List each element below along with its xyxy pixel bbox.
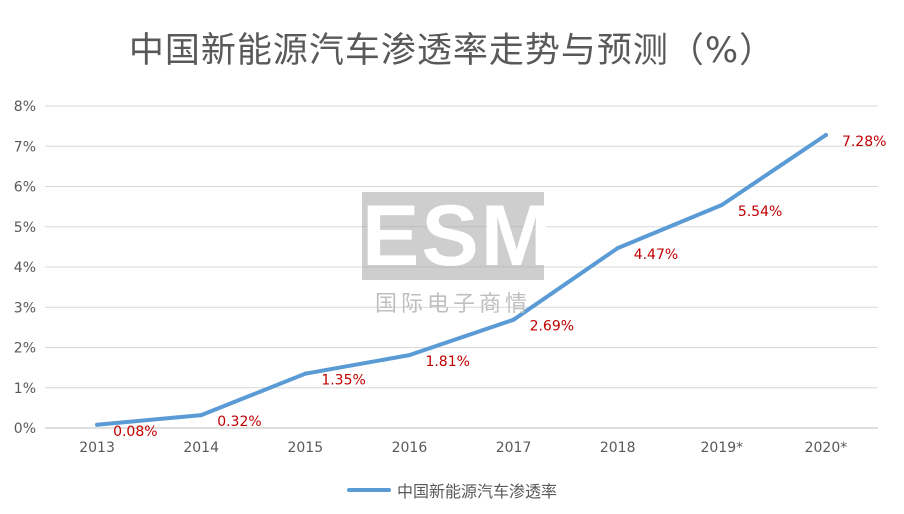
data-point xyxy=(407,353,412,358)
y-tick-label: 3% xyxy=(14,300,36,316)
data-label: 1.81% xyxy=(425,354,469,370)
data-point xyxy=(199,413,204,418)
y-tick-label: 4% xyxy=(14,260,36,276)
y-tick-label: 7% xyxy=(14,139,36,155)
y-axis-ticks: 0% 1% 2% 3% 4% 5% 6% 7% 8% xyxy=(14,99,36,437)
chart-title: 中国新能源汽车渗透率走势与预测（%） xyxy=(128,31,776,71)
legend-label: 中国新能源汽车渗透率 xyxy=(396,482,557,501)
data-point xyxy=(95,422,100,427)
data-point xyxy=(511,317,516,322)
data-point xyxy=(303,371,308,376)
watermark-subtitle: 国际电子商情 xyxy=(374,292,531,317)
x-tick-label: 2014 xyxy=(183,440,219,456)
series-line xyxy=(95,133,828,427)
x-tick-label: 2016 xyxy=(392,440,428,456)
legend-swatch xyxy=(346,488,391,492)
x-tick-label: 2015 xyxy=(287,440,323,456)
y-tick-label: 6% xyxy=(14,180,36,196)
data-label: 0.08% xyxy=(113,424,157,440)
data-label: 0.32% xyxy=(217,414,261,430)
data-label: 2.69% xyxy=(530,319,574,335)
y-tick-label: 1% xyxy=(14,381,36,397)
y-tick-label: 2% xyxy=(14,341,36,357)
watermark-logo-text: ESM xyxy=(362,188,555,284)
data-label: 7.28% xyxy=(842,134,886,150)
series-lines xyxy=(95,132,828,427)
watermark-logo-box xyxy=(362,192,544,280)
y-tick-label: 5% xyxy=(14,220,36,236)
data-label: 4.47% xyxy=(634,247,678,263)
x-tick-label: 2020* xyxy=(805,440,848,456)
data-label: 1.35% xyxy=(321,373,365,389)
x-axis-ticks: 2013 2014 2015 2016 2017 2018 2019* 2020* xyxy=(79,440,847,456)
x-tick-label: 2013 xyxy=(79,440,115,456)
esm-watermark: ESM 国际电子商情 xyxy=(362,188,555,322)
data-label: 5.54% xyxy=(738,204,782,220)
x-tick-label: 2017 xyxy=(496,440,532,456)
data-labels: 0.08% 0.32% 1.35% 1.81% 2.69% 4.47% 5.54% 7.28% xyxy=(113,134,886,440)
y-tick-label: 8% xyxy=(14,99,36,115)
legend: 中国新能源汽车渗透率 xyxy=(0,478,904,502)
x-tick-label: 2018 xyxy=(600,440,636,456)
data-point xyxy=(823,132,828,137)
x-tick-label: 2019* xyxy=(700,440,743,456)
y-tick-label: 0% xyxy=(14,421,36,437)
data-point xyxy=(719,203,724,208)
data-point xyxy=(615,246,620,251)
